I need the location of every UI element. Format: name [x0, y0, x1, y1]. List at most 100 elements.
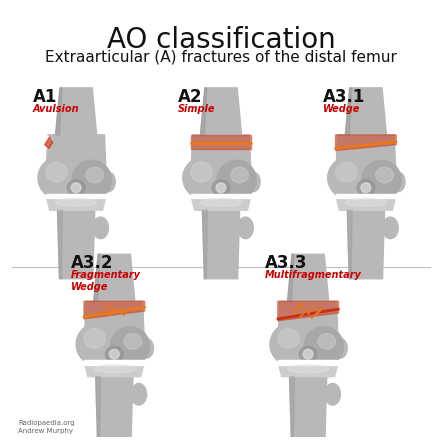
- Polygon shape: [200, 88, 207, 135]
- Polygon shape: [345, 88, 386, 135]
- Polygon shape: [40, 135, 52, 149]
- Polygon shape: [84, 301, 145, 319]
- Ellipse shape: [270, 323, 315, 366]
- Text: Avulsion: Avulsion: [33, 103, 80, 114]
- Ellipse shape: [94, 365, 135, 373]
- Polygon shape: [191, 135, 251, 149]
- Polygon shape: [94, 254, 100, 301]
- Ellipse shape: [217, 160, 256, 199]
- Ellipse shape: [238, 217, 253, 239]
- Polygon shape: [290, 377, 327, 442]
- Polygon shape: [288, 254, 294, 301]
- Polygon shape: [335, 135, 396, 186]
- Ellipse shape: [231, 167, 248, 183]
- Text: AO classification: AO classification: [107, 26, 335, 54]
- Ellipse shape: [110, 349, 119, 359]
- Text: Wedge: Wedge: [323, 103, 360, 114]
- Polygon shape: [200, 88, 242, 135]
- Polygon shape: [278, 360, 339, 365]
- Text: Simple: Simple: [178, 103, 215, 114]
- Ellipse shape: [131, 384, 147, 405]
- Polygon shape: [45, 137, 53, 149]
- Polygon shape: [278, 301, 339, 321]
- Ellipse shape: [216, 183, 226, 193]
- Polygon shape: [47, 198, 106, 210]
- Ellipse shape: [67, 180, 85, 195]
- Polygon shape: [191, 194, 251, 198]
- Text: A3.2: A3.2: [71, 254, 114, 272]
- Ellipse shape: [106, 346, 123, 362]
- Ellipse shape: [110, 327, 149, 366]
- Polygon shape: [202, 210, 240, 279]
- Polygon shape: [57, 210, 62, 279]
- Text: A1: A1: [33, 88, 57, 106]
- Polygon shape: [192, 198, 250, 210]
- Polygon shape: [202, 210, 207, 279]
- Ellipse shape: [362, 160, 401, 199]
- Ellipse shape: [335, 162, 357, 182]
- Ellipse shape: [345, 198, 386, 206]
- Ellipse shape: [328, 156, 373, 199]
- Polygon shape: [336, 198, 395, 210]
- Ellipse shape: [46, 162, 67, 182]
- Ellipse shape: [72, 160, 111, 199]
- Polygon shape: [57, 210, 95, 279]
- Polygon shape: [46, 135, 107, 186]
- Polygon shape: [335, 135, 396, 151]
- Ellipse shape: [247, 172, 260, 192]
- Ellipse shape: [56, 198, 97, 206]
- Text: Radiopaedia.org: Radiopaedia.org: [19, 420, 75, 426]
- Ellipse shape: [357, 180, 375, 195]
- Polygon shape: [335, 194, 396, 198]
- Ellipse shape: [376, 167, 393, 183]
- Ellipse shape: [325, 384, 340, 405]
- Polygon shape: [85, 365, 144, 377]
- Ellipse shape: [391, 172, 405, 192]
- Ellipse shape: [318, 334, 335, 349]
- Ellipse shape: [84, 329, 106, 348]
- Ellipse shape: [191, 162, 212, 182]
- Ellipse shape: [278, 329, 299, 348]
- Ellipse shape: [86, 167, 103, 183]
- Polygon shape: [84, 360, 145, 365]
- Ellipse shape: [212, 180, 230, 195]
- Polygon shape: [56, 88, 97, 135]
- Ellipse shape: [288, 365, 329, 373]
- Polygon shape: [96, 377, 133, 442]
- Ellipse shape: [71, 183, 81, 193]
- Polygon shape: [279, 365, 338, 377]
- Text: Fragmentary
Wedge: Fragmentary Wedge: [71, 270, 141, 292]
- Polygon shape: [56, 88, 62, 135]
- Polygon shape: [96, 377, 101, 442]
- Polygon shape: [278, 301, 339, 352]
- Polygon shape: [84, 301, 145, 352]
- Polygon shape: [347, 210, 352, 279]
- Ellipse shape: [93, 217, 108, 239]
- Ellipse shape: [303, 349, 313, 359]
- Ellipse shape: [361, 183, 371, 193]
- Text: A3.3: A3.3: [265, 254, 308, 272]
- Ellipse shape: [382, 217, 398, 239]
- Polygon shape: [345, 88, 352, 135]
- Polygon shape: [347, 210, 385, 279]
- Text: Andrew Murphy: Andrew Murphy: [19, 427, 73, 434]
- Ellipse shape: [124, 334, 142, 349]
- Ellipse shape: [334, 339, 347, 358]
- Ellipse shape: [102, 172, 115, 192]
- Ellipse shape: [299, 346, 317, 362]
- Ellipse shape: [140, 339, 153, 358]
- Text: Extraarticular (A) fractures of the distal femur: Extraarticular (A) fractures of the dist…: [45, 50, 397, 65]
- Polygon shape: [46, 194, 107, 198]
- Ellipse shape: [38, 156, 83, 199]
- Text: Multifragmentary: Multifragmentary: [265, 270, 362, 280]
- Ellipse shape: [183, 156, 228, 199]
- Ellipse shape: [76, 323, 121, 366]
- Polygon shape: [94, 254, 135, 301]
- Text: A3.1: A3.1: [323, 88, 365, 106]
- Polygon shape: [288, 254, 329, 301]
- Text: A2: A2: [178, 88, 202, 106]
- Ellipse shape: [200, 198, 242, 206]
- Polygon shape: [290, 377, 294, 442]
- Ellipse shape: [304, 327, 343, 366]
- Polygon shape: [191, 135, 251, 186]
